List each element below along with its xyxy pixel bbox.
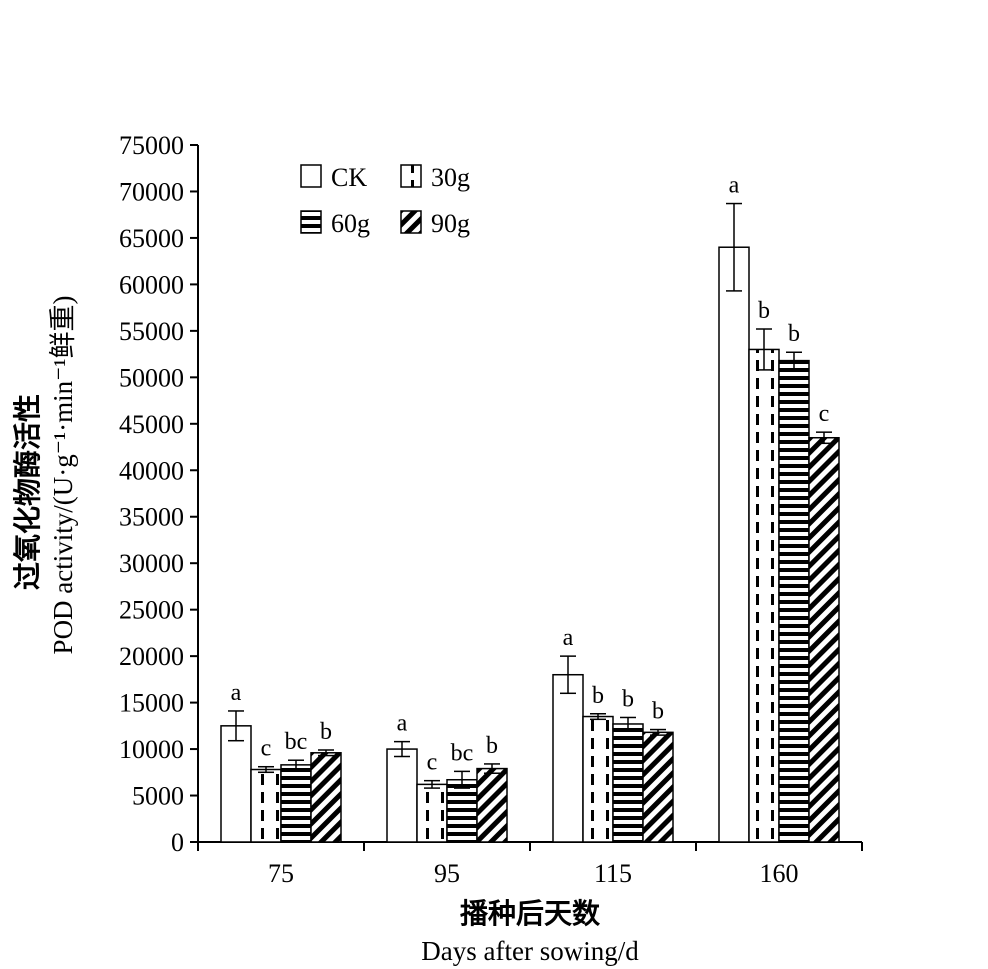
y-tick-label: 30000 bbox=[119, 549, 184, 578]
significance-letter: a bbox=[231, 680, 242, 706]
legend-swatch bbox=[300, 210, 322, 234]
significance-letter: b bbox=[592, 683, 604, 709]
bar bbox=[642, 731, 674, 843]
y-tick-label: 20000 bbox=[119, 642, 184, 671]
significance-letter: b bbox=[622, 686, 634, 712]
significance-letter: b bbox=[758, 298, 770, 324]
y-tick-label: 50000 bbox=[119, 363, 184, 392]
x-axis-title-en: Days after sowing/d bbox=[421, 936, 639, 966]
significance-letter: a bbox=[563, 625, 574, 651]
bar bbox=[386, 748, 418, 843]
bar bbox=[310, 752, 342, 843]
y-tick-label: 25000 bbox=[119, 596, 184, 625]
significance-letter: c bbox=[261, 736, 272, 762]
x-axis-title-cn: 播种后天数 bbox=[460, 898, 601, 930]
significance-letter: b bbox=[486, 733, 498, 759]
significance-letter: c bbox=[819, 401, 830, 427]
y-tick-label: 70000 bbox=[119, 177, 184, 206]
significance-letter: bc bbox=[451, 740, 474, 766]
bar bbox=[582, 715, 614, 843]
y-tick-label: 0 bbox=[171, 828, 184, 857]
legend-swatch bbox=[400, 210, 422, 234]
y-tick-label: 55000 bbox=[119, 317, 184, 346]
significance-letter: a bbox=[397, 711, 408, 737]
y-tick-label: 60000 bbox=[119, 270, 184, 299]
significance-letter: b bbox=[652, 699, 664, 725]
y-tick-label: 40000 bbox=[119, 456, 184, 485]
bar bbox=[476, 767, 508, 843]
y-tick-label: 5000 bbox=[132, 782, 184, 811]
legend-swatch bbox=[300, 164, 322, 188]
y-axis-title-en: POD activity/(U·g⁻¹·min⁻¹鲜重) bbox=[48, 296, 78, 655]
bar bbox=[748, 348, 780, 843]
bar bbox=[220, 725, 252, 843]
y-tick-label: 15000 bbox=[119, 689, 184, 718]
bar bbox=[446, 778, 478, 843]
x-tick-label: 95 bbox=[434, 859, 460, 888]
significance-letter: b bbox=[320, 719, 332, 745]
bar bbox=[612, 723, 644, 843]
legend-label: 90g bbox=[431, 209, 470, 238]
significance-letter: c bbox=[427, 750, 438, 776]
legend-swatch bbox=[400, 164, 422, 188]
significance-letter: bc bbox=[285, 729, 308, 755]
bar bbox=[718, 246, 750, 843]
legend-label: 30g bbox=[431, 163, 470, 192]
y-axis-title-cn: 过氧化物酶活性 bbox=[12, 394, 44, 590]
bar bbox=[778, 359, 810, 843]
bar bbox=[808, 436, 840, 843]
bar bbox=[552, 673, 584, 843]
legend-label: CK bbox=[331, 163, 367, 192]
bar bbox=[280, 764, 312, 843]
x-tick-label: 115 bbox=[594, 859, 632, 888]
significance-letter: b bbox=[788, 321, 800, 347]
axes: 0 5000 10000 15000 20000 25000 30000 35000 40000… bbox=[119, 131, 863, 888]
x-tick-label: 75 bbox=[268, 859, 294, 888]
y-tick-label: 35000 bbox=[119, 503, 184, 532]
y-tick-label: 75000 bbox=[119, 131, 184, 160]
bar bbox=[416, 783, 448, 843]
y-tick-label: 10000 bbox=[119, 735, 184, 764]
significance-letter: a bbox=[729, 173, 740, 199]
bar bbox=[250, 768, 282, 843]
y-tick-label: 65000 bbox=[119, 224, 184, 253]
x-tick-label: 160 bbox=[760, 859, 799, 888]
legend-label: 60g bbox=[331, 209, 370, 238]
y-tick-label: 45000 bbox=[119, 410, 184, 439]
legend: CK 30g 60g 90g bbox=[300, 163, 470, 238]
